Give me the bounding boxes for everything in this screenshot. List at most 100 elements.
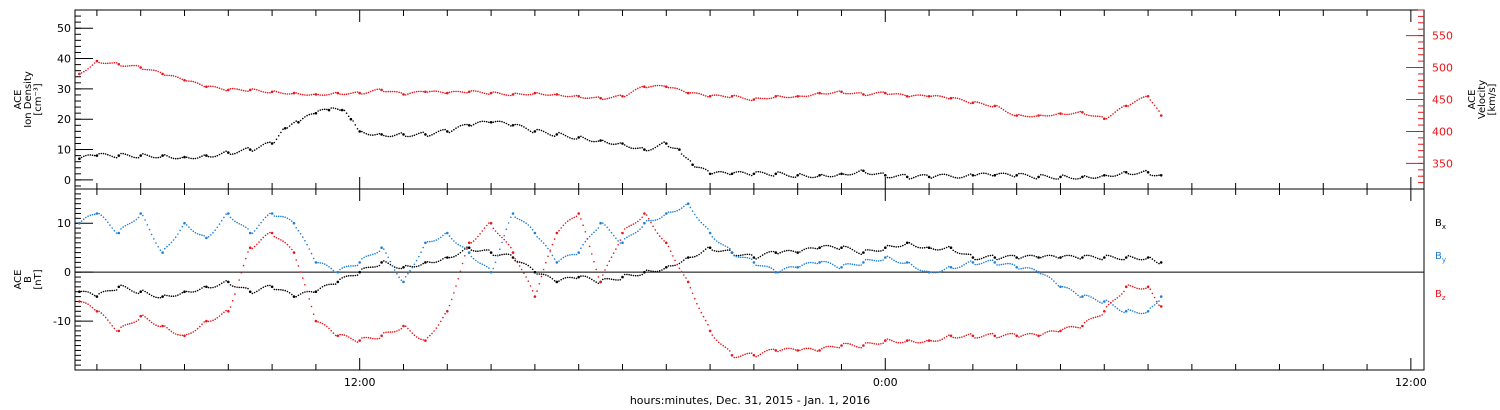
data-point bbox=[867, 172, 869, 175]
data-point bbox=[415, 133, 418, 136]
data-point bbox=[729, 350, 731, 352]
data-point bbox=[750, 254, 753, 256]
data-point bbox=[788, 249, 790, 252]
data-point bbox=[358, 130, 362, 133]
data-point bbox=[1057, 330, 1060, 333]
data-point bbox=[1116, 257, 1119, 260]
y2-axis-label-line: ACE bbox=[1467, 90, 1478, 110]
data-point bbox=[643, 270, 646, 274]
data-point bbox=[582, 275, 584, 277]
data-point bbox=[122, 325, 124, 327]
data-point bbox=[1070, 325, 1073, 328]
data-point bbox=[877, 250, 880, 252]
data-point bbox=[439, 91, 442, 93]
data-point bbox=[1081, 111, 1084, 114]
data-point bbox=[619, 94, 622, 96]
data-point bbox=[332, 107, 335, 109]
data-point bbox=[645, 214, 648, 216]
data-point bbox=[617, 142, 619, 145]
data-point bbox=[343, 93, 346, 96]
data-point bbox=[174, 75, 177, 78]
data-point bbox=[1159, 295, 1163, 298]
data-point bbox=[475, 238, 477, 240]
data-point bbox=[597, 276, 600, 278]
data-point bbox=[1094, 177, 1097, 179]
data-point bbox=[864, 342, 867, 344]
data-point bbox=[1079, 327, 1081, 329]
data-point bbox=[409, 265, 411, 268]
data-point bbox=[1029, 267, 1031, 269]
data-point bbox=[269, 231, 271, 234]
data-point bbox=[225, 89, 227, 92]
data-point bbox=[564, 222, 567, 224]
data-point bbox=[520, 125, 523, 127]
data-point bbox=[1011, 263, 1014, 266]
data-point bbox=[312, 93, 315, 96]
data-point bbox=[602, 139, 604, 142]
data-point bbox=[533, 231, 537, 235]
data-point bbox=[963, 253, 965, 255]
data-point bbox=[286, 93, 289, 95]
data-point bbox=[282, 92, 284, 95]
data-point bbox=[902, 244, 904, 247]
data-point bbox=[917, 175, 919, 177]
data-point bbox=[248, 231, 252, 235]
data-point bbox=[444, 92, 446, 94]
data-point bbox=[1022, 334, 1024, 337]
data-point bbox=[525, 127, 527, 130]
data-point bbox=[700, 167, 703, 169]
data-point bbox=[934, 248, 937, 251]
data-point bbox=[818, 246, 821, 249]
data-point bbox=[148, 228, 151, 231]
data-point bbox=[356, 341, 359, 343]
data-point bbox=[908, 339, 911, 341]
data-point bbox=[1033, 177, 1035, 179]
data-point bbox=[1020, 257, 1022, 259]
data-point bbox=[812, 176, 814, 179]
data-point bbox=[83, 290, 85, 293]
data-point bbox=[838, 267, 841, 270]
data-point bbox=[801, 95, 803, 97]
data-point bbox=[115, 330, 118, 332]
data-point bbox=[161, 251, 164, 254]
data-point bbox=[1136, 258, 1138, 260]
data-point bbox=[945, 267, 948, 269]
data-point bbox=[387, 135, 390, 138]
data-point bbox=[555, 261, 559, 264]
data-point bbox=[450, 130, 453, 132]
data-point bbox=[489, 121, 493, 124]
data-point bbox=[1026, 333, 1029, 335]
data-point bbox=[1029, 332, 1031, 335]
data-point bbox=[803, 248, 805, 251]
data-point bbox=[424, 90, 427, 94]
data-point bbox=[1057, 257, 1060, 259]
data-point bbox=[297, 229, 300, 232]
data-point bbox=[680, 207, 683, 209]
data-point bbox=[575, 277, 578, 280]
data-point bbox=[755, 258, 757, 260]
data-point bbox=[816, 248, 819, 250]
data-point bbox=[963, 335, 965, 338]
data-point bbox=[358, 339, 362, 342]
data-point bbox=[413, 334, 416, 337]
data-point bbox=[886, 338, 889, 340]
data-point bbox=[481, 91, 484, 94]
data-point bbox=[827, 244, 830, 247]
data-point bbox=[199, 83, 201, 85]
data-point bbox=[720, 343, 722, 345]
data-point bbox=[117, 154, 121, 157]
data-point bbox=[796, 174, 799, 177]
data-point bbox=[1018, 268, 1020, 270]
data-point bbox=[1136, 311, 1138, 314]
data-point bbox=[652, 219, 654, 222]
data-point bbox=[505, 122, 508, 125]
data-point bbox=[527, 224, 530, 226]
data-point bbox=[326, 264, 328, 267]
data-point bbox=[1105, 254, 1108, 257]
data-point bbox=[739, 256, 742, 259]
data-point bbox=[888, 93, 891, 96]
data-point bbox=[245, 147, 247, 150]
data-point bbox=[190, 157, 192, 160]
data-point bbox=[107, 221, 109, 224]
data-point bbox=[785, 266, 788, 269]
